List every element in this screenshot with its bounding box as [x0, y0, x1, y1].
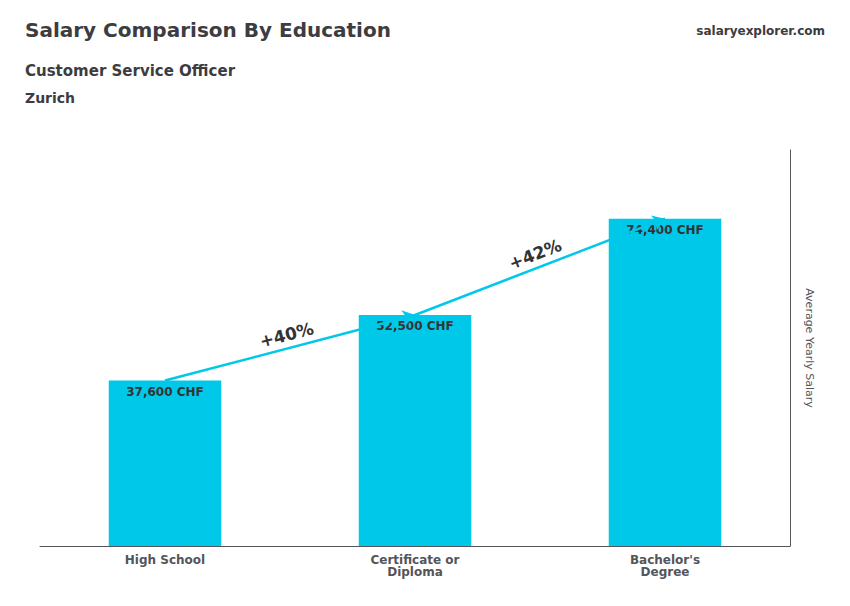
- svg-text:52,500 CHF: 52,500 CHF: [376, 319, 454, 333]
- svg-text:Zurich: Zurich: [25, 90, 75, 106]
- svg-text:High School: High School: [125, 553, 205, 567]
- svg-text:Certificate or: Certificate or: [370, 553, 460, 567]
- svg-text:74,400 CHF: 74,400 CHF: [626, 222, 704, 237]
- svg-text:37,600 CHF: 37,600 CHF: [126, 385, 204, 399]
- svg-text:salaryexplorer.com: salaryexplorer.com: [696, 24, 825, 38]
- svg-text:Salary Comparison By Education: Salary Comparison By Education: [25, 18, 391, 42]
- svg-text:Degree: Degree: [641, 565, 690, 579]
- svg-text:Bachelor's: Bachelor's: [629, 553, 701, 567]
- svg-text:Average Yearly Salary: Average Yearly Salary: [803, 288, 816, 408]
- svg-text:+42%: +42%: [506, 235, 564, 273]
- svg-text:Customer Service Officer: Customer Service Officer: [25, 62, 236, 80]
- svg-text:Diploma: Diploma: [387, 565, 443, 579]
- svg-text:+40%: +40%: [257, 318, 315, 351]
